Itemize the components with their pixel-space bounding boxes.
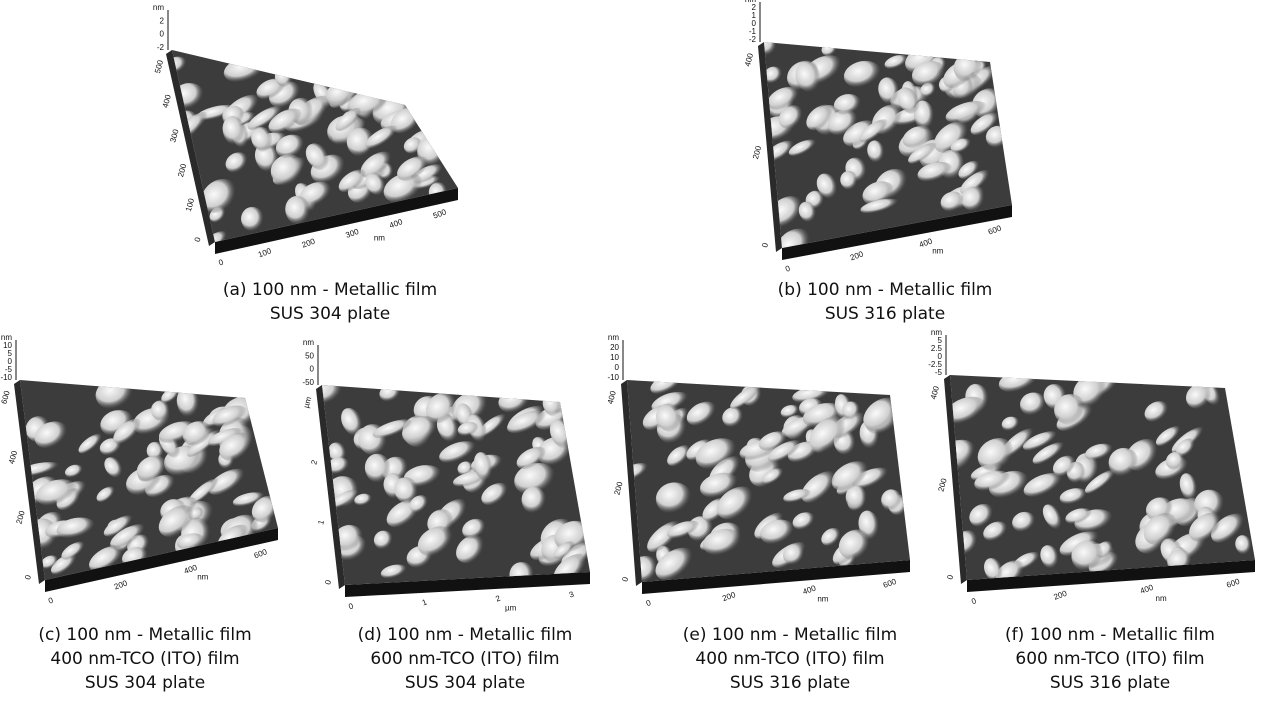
z-axis-label: 0	[160, 30, 165, 39]
z-axis-label: 2	[160, 16, 165, 25]
y-axis-label: 400	[743, 52, 755, 68]
x-axis-label: 400	[801, 583, 817, 596]
z-axis-label: nm	[303, 338, 314, 347]
y-axis-label: 200	[176, 162, 188, 178]
z-axis-label: 10	[610, 353, 619, 362]
y-axis-label: 300	[168, 128, 180, 144]
z-axis-label: -2	[749, 35, 757, 44]
z-axis-label: 50	[305, 351, 314, 360]
caption-line: 400 nm-TCO (ITO) film	[50, 649, 239, 669]
z-axis-label: -5	[935, 368, 943, 377]
x-axis-label: 0	[217, 257, 225, 267]
y-axis-label: 400	[7, 449, 19, 465]
x-axis-label: 0	[970, 596, 978, 606]
z-axis-label: nm	[153, 3, 164, 12]
y-axis-label: 0	[23, 574, 33, 581]
y-axis-label: 400	[161, 93, 173, 109]
x-axis-label: 3	[568, 590, 576, 600]
y-axis-label: 0	[323, 579, 333, 586]
z-axis-label: -2	[157, 43, 165, 52]
caption-line: SUS 316 plate	[730, 673, 850, 693]
y-axis-label: 0	[193, 236, 203, 243]
z-axis-label: nm	[608, 333, 619, 342]
x-axis-label: 600	[1225, 577, 1241, 590]
caption-line: SUS 316 plate	[825, 304, 945, 324]
caption-line: SUS 304 plate	[405, 673, 525, 693]
x-axis-label: 600	[987, 223, 1003, 236]
x-axis-unit: nm	[1156, 594, 1167, 603]
z-axis-label: 20	[610, 343, 619, 352]
x-axis-unit: µm	[505, 603, 517, 612]
afm-image	[618, 368, 913, 594]
afm-image	[303, 375, 600, 597]
z-axis-label: 0	[615, 363, 620, 372]
x-axis-label: 200	[1052, 589, 1068, 602]
y-axis-label: 600	[0, 389, 12, 405]
afm-image	[936, 365, 1255, 592]
caption-line: (d) 100 nm - Metallic film	[358, 625, 573, 645]
x-axis-label: 0	[347, 601, 355, 611]
y-axis-label: 200	[937, 477, 949, 493]
x-axis-label: 400	[388, 217, 404, 230]
caption-line: (f) 100 nm - Metallic film	[1005, 625, 1215, 645]
x-axis-unit: nm	[374, 233, 385, 242]
x-axis-unit: nm	[817, 594, 828, 603]
z-axis-label: 0	[310, 365, 315, 374]
y-axis-label: 0	[760, 241, 770, 248]
x-axis-label: 400	[1139, 583, 1155, 596]
y-axis-label: µm	[302, 395, 314, 409]
x-axis-unit: nm	[197, 573, 208, 582]
y-axis-label: 400	[606, 389, 618, 405]
y-axis-label: 0	[945, 573, 955, 580]
afm-image	[161, 50, 458, 254]
caption-line: (e) 100 nm - Metallic film	[683, 625, 897, 645]
caption-line: 600 nm-TCO (ITO) film	[1015, 649, 1204, 669]
x-axis-unit: nm	[932, 247, 943, 256]
figure: nm20-201002003004005000100200300400500nm…	[0, 0, 1264, 708]
y-axis-label: 100	[184, 197, 196, 213]
x-axis-label: 0	[47, 595, 55, 605]
y-axis-label: 400	[929, 385, 941, 401]
caption-line: (a) 100 nm - Metallic film	[223, 280, 437, 300]
x-axis-label: 0	[645, 598, 653, 608]
x-axis-label: 200	[849, 249, 865, 262]
x-axis-label: 2	[494, 593, 502, 603]
x-axis-label: 200	[721, 590, 737, 603]
x-axis-label: 500	[432, 207, 448, 220]
caption-line: (c) 100 nm - Metallic film	[38, 625, 251, 645]
x-axis-label: 300	[344, 227, 360, 240]
z-axis-label: -10	[607, 373, 619, 382]
y-axis-label: 0	[620, 575, 630, 582]
x-axis-label: 100	[257, 246, 273, 259]
caption-line: (b) 100 nm - Metallic film	[778, 280, 993, 300]
y-axis-label: 2	[309, 459, 319, 466]
x-axis-label: 200	[301, 236, 317, 249]
x-axis-label: 0	[784, 264, 792, 274]
caption-line: SUS 316 plate	[1050, 673, 1170, 693]
caption-line: 600 nm-TCO (ITO) film	[370, 649, 559, 669]
caption-line: SUS 304 plate	[85, 673, 205, 693]
z-axis-label: -10	[0, 373, 12, 382]
x-axis-label: 600	[253, 547, 269, 560]
x-axis-label: 200	[113, 578, 129, 591]
page: nm20-201002003004005000100200300400500nm…	[0, 0, 1264, 708]
y-axis-label: 200	[612, 480, 624, 496]
afm-image	[751, 28, 1012, 270]
y-axis-label: 1	[316, 519, 326, 526]
y-axis-label: 200	[751, 144, 763, 160]
y-axis-label: 500	[153, 59, 165, 75]
caption-line: 400 nm-TCO (ITO) film	[695, 649, 884, 669]
caption-line: SUS 304 plate	[270, 304, 390, 324]
x-axis-label: 1	[421, 597, 429, 607]
z-axis-label: -50	[302, 378, 314, 387]
x-axis-label: 600	[882, 577, 898, 590]
y-axis-label: 200	[15, 509, 27, 525]
afm-image	[14, 374, 286, 592]
